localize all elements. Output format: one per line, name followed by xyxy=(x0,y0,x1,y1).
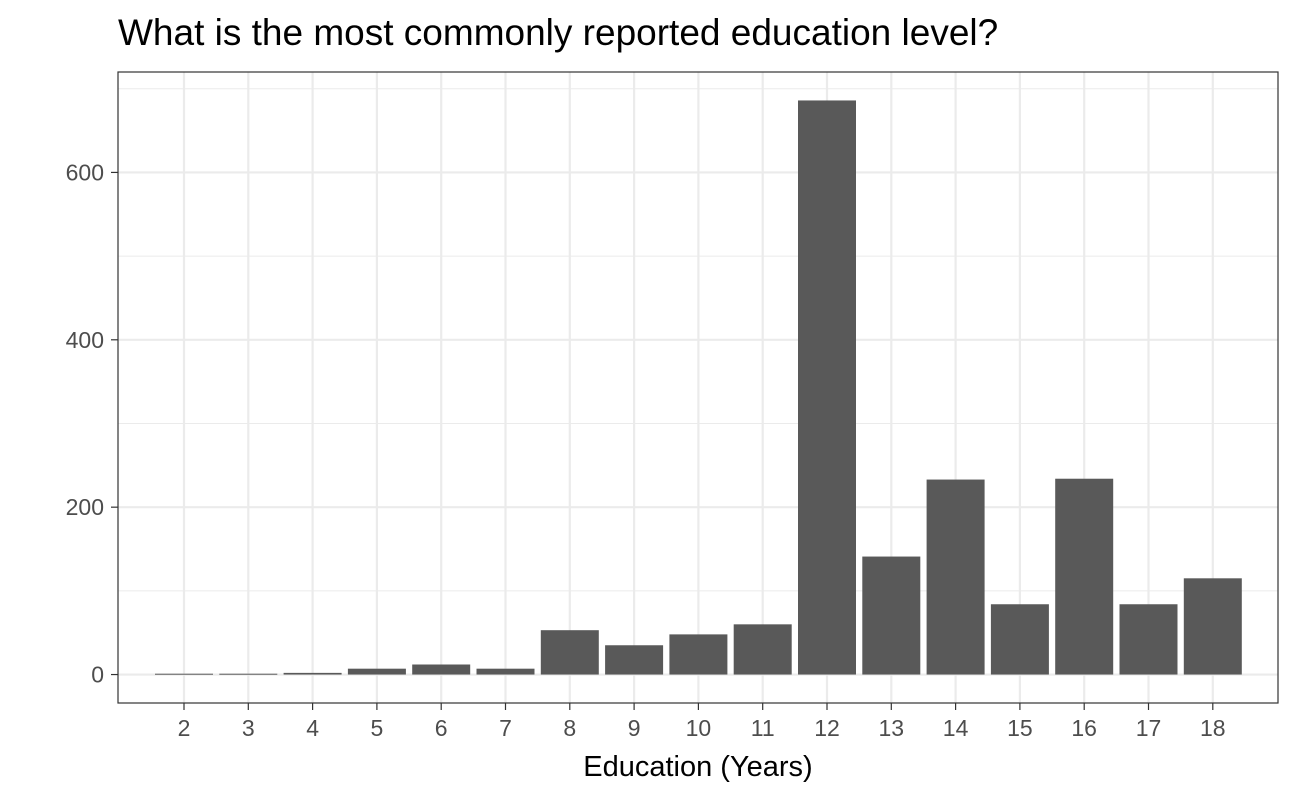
x-tick-label: 4 xyxy=(306,715,319,741)
bar-3 xyxy=(219,673,278,675)
axes: 0 200 400 600 2 3 4 5 6 7 8 9 10 11 12 13 14 15 16 17 18 xyxy=(66,159,1226,741)
x-tick-label: 15 xyxy=(1007,715,1033,741)
y-tick-label: 0 xyxy=(91,662,104,688)
bar-9 xyxy=(605,645,664,675)
bar-18 xyxy=(1183,578,1242,675)
x-tick-label: 14 xyxy=(943,715,969,741)
x-axis-title: Education (Years) xyxy=(583,751,812,783)
y-tick-label: 400 xyxy=(66,327,104,353)
bar-10 xyxy=(669,634,728,675)
bars xyxy=(155,100,1242,675)
bar-13 xyxy=(862,556,921,675)
x-tick-label: 18 xyxy=(1200,715,1226,741)
chart-title: What is the most commonly reported educa… xyxy=(118,12,998,53)
x-tick-label: 9 xyxy=(628,715,641,741)
x-tick-label: 16 xyxy=(1071,715,1097,741)
bar-8 xyxy=(540,630,599,675)
bar-15 xyxy=(990,604,1049,675)
x-tick-label: 6 xyxy=(435,715,448,741)
x-tick-label: 2 xyxy=(178,715,191,741)
bar-17 xyxy=(1119,604,1178,675)
panel-border xyxy=(117,71,1279,704)
y-tick-label: 200 xyxy=(66,494,104,520)
bar-16 xyxy=(1055,478,1114,675)
bar-6 xyxy=(412,664,471,675)
x-tick-label: 11 xyxy=(751,715,775,741)
bar-14 xyxy=(926,479,985,675)
bar-12 xyxy=(798,100,856,675)
x-tick-label: 17 xyxy=(1136,715,1162,741)
x-tick-label: 5 xyxy=(371,715,384,741)
bar-11 xyxy=(733,624,792,675)
x-tick-label: 10 xyxy=(686,715,712,741)
x-tick-label: 13 xyxy=(879,715,905,741)
y-tick-label: 600 xyxy=(66,159,104,185)
x-tick-label: 8 xyxy=(563,715,576,741)
x-tick-label: 7 xyxy=(499,715,512,741)
bar-2 xyxy=(155,673,213,675)
x-tick-label: 12 xyxy=(814,715,840,741)
bar-4 xyxy=(283,672,342,675)
x-tick-label: 3 xyxy=(242,715,255,741)
bar-5 xyxy=(347,668,406,675)
bar-7 xyxy=(476,668,535,675)
